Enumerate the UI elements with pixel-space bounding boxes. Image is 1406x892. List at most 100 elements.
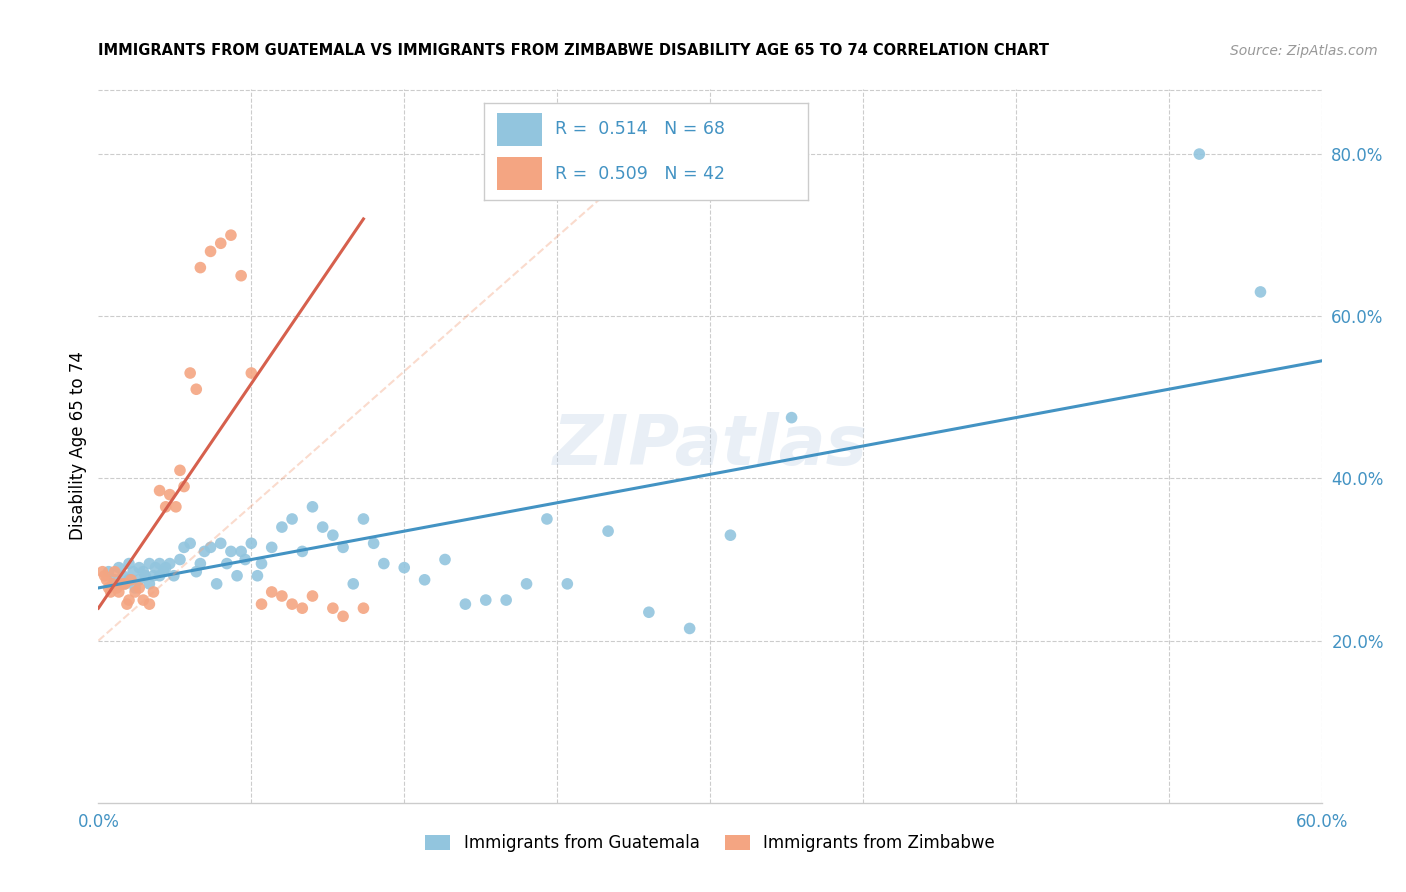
Point bbox=[138, 557, 160, 571]
Point bbox=[149, 483, 172, 498]
Point bbox=[233, 552, 256, 566]
Point bbox=[138, 597, 160, 611]
Point bbox=[219, 228, 242, 243]
Point bbox=[179, 366, 201, 380]
Y-axis label: Disability Age 65 to 74: Disability Age 65 to 74 bbox=[69, 351, 87, 541]
Point bbox=[104, 565, 127, 579]
Point bbox=[260, 541, 283, 555]
Text: ZIPatlas: ZIPatlas bbox=[553, 412, 868, 480]
Point bbox=[1249, 285, 1271, 299]
Point bbox=[200, 541, 222, 555]
Point bbox=[281, 512, 304, 526]
Point bbox=[638, 605, 661, 619]
Point bbox=[91, 565, 114, 579]
Text: Source: ZipAtlas.com: Source: ZipAtlas.com bbox=[1230, 44, 1378, 58]
Point bbox=[138, 577, 160, 591]
Point bbox=[205, 577, 228, 591]
Point bbox=[246, 568, 269, 582]
Point bbox=[392, 560, 416, 574]
Point bbox=[516, 577, 538, 591]
Point bbox=[128, 581, 150, 595]
Point bbox=[301, 500, 323, 514]
Point bbox=[291, 544, 314, 558]
Point bbox=[173, 541, 195, 555]
Point bbox=[352, 512, 374, 526]
Point bbox=[152, 565, 174, 579]
Point bbox=[312, 520, 335, 534]
Point bbox=[186, 565, 208, 579]
Point bbox=[142, 568, 165, 582]
Point bbox=[231, 544, 253, 558]
Point bbox=[114, 577, 136, 591]
Point bbox=[231, 268, 253, 283]
Point bbox=[122, 565, 145, 579]
Point bbox=[250, 557, 273, 571]
Point bbox=[780, 410, 803, 425]
Point bbox=[165, 500, 187, 514]
Point bbox=[352, 601, 374, 615]
Point bbox=[281, 597, 304, 611]
Point bbox=[145, 560, 167, 574]
Point bbox=[720, 528, 742, 542]
Point bbox=[363, 536, 385, 550]
Point bbox=[240, 536, 263, 550]
Point bbox=[301, 589, 323, 603]
Point bbox=[105, 581, 128, 595]
Point bbox=[169, 552, 191, 566]
Point bbox=[260, 585, 283, 599]
Point bbox=[598, 524, 620, 538]
Point bbox=[474, 593, 498, 607]
Point bbox=[322, 601, 344, 615]
Point bbox=[188, 557, 212, 571]
Point bbox=[536, 512, 558, 526]
Point bbox=[200, 244, 222, 259]
Point bbox=[209, 536, 232, 550]
Point bbox=[134, 568, 156, 582]
Point bbox=[155, 500, 177, 514]
Point bbox=[270, 589, 294, 603]
Legend: Immigrants from Guatemala, Immigrants from Zimbabwe: Immigrants from Guatemala, Immigrants fr… bbox=[419, 828, 1001, 859]
Point bbox=[159, 557, 181, 571]
Point bbox=[108, 585, 131, 599]
Point bbox=[413, 573, 436, 587]
Point bbox=[93, 568, 115, 582]
Point bbox=[169, 463, 191, 477]
Point bbox=[188, 260, 212, 275]
Point bbox=[209, 236, 232, 251]
Point bbox=[1188, 147, 1211, 161]
Point bbox=[193, 544, 215, 558]
Point bbox=[111, 577, 134, 591]
Point bbox=[454, 597, 477, 611]
Point bbox=[163, 568, 186, 582]
Point bbox=[97, 581, 120, 595]
Point bbox=[128, 573, 150, 587]
Point bbox=[215, 557, 238, 571]
Point bbox=[186, 382, 208, 396]
Point bbox=[149, 568, 172, 582]
Point bbox=[111, 568, 134, 582]
Point bbox=[114, 577, 136, 591]
Point bbox=[118, 593, 141, 607]
Point bbox=[226, 568, 249, 582]
Point bbox=[342, 577, 364, 591]
Point bbox=[132, 593, 155, 607]
Point bbox=[118, 557, 141, 571]
Point bbox=[291, 601, 314, 615]
Point bbox=[679, 622, 702, 636]
Point bbox=[219, 544, 242, 558]
Point bbox=[373, 557, 395, 571]
Point bbox=[240, 366, 263, 380]
Point bbox=[97, 565, 120, 579]
Point bbox=[322, 528, 344, 542]
Point bbox=[124, 585, 146, 599]
Point bbox=[155, 560, 177, 574]
Point bbox=[332, 609, 354, 624]
Point bbox=[173, 479, 195, 493]
Point bbox=[495, 593, 517, 607]
Point bbox=[250, 597, 273, 611]
Point bbox=[96, 573, 118, 587]
Point bbox=[118, 573, 141, 587]
Point bbox=[104, 573, 127, 587]
Point bbox=[149, 557, 172, 571]
Point bbox=[120, 573, 142, 587]
